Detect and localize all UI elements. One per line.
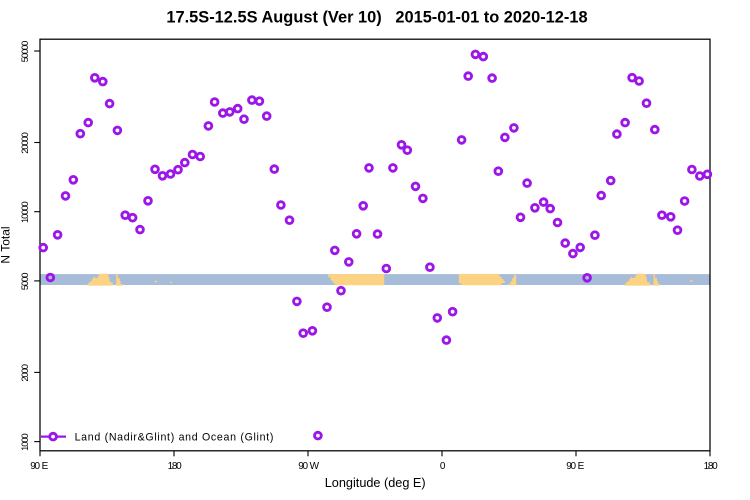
svg-text:90: 90: [298, 461, 308, 472]
svg-text:20000: 20000: [19, 132, 30, 153]
svg-text:10000: 10000: [19, 202, 30, 223]
svg-text:180: 180: [704, 461, 718, 472]
svg-text:1000: 1000: [19, 433, 30, 450]
svg-text:N Total: N Total: [0, 226, 13, 263]
svg-text:Longitude (deg E): Longitude (deg E): [325, 476, 426, 490]
svg-text:90: 90: [30, 461, 40, 472]
svg-text:90: 90: [566, 461, 576, 472]
svg-text:Land (Nadir&Glint) and Ocean (: Land (Nadir&Glint) and Ocean (Glint): [75, 432, 275, 444]
svg-text:0: 0: [440, 461, 446, 472]
svg-text:E: E: [42, 461, 49, 472]
svg-text:5000: 5000: [19, 273, 30, 290]
svg-text:W: W: [310, 461, 320, 472]
svg-text:50000: 50000: [19, 41, 30, 62]
svg-text:E: E: [578, 461, 585, 472]
svg-text:17.5S-12.5S August (Ver 10): 17.5S-12.5S August (Ver 10) 2015-01-01 t…: [166, 9, 587, 27]
svg-text:180: 180: [168, 461, 182, 472]
svg-text:2000: 2000: [19, 364, 30, 381]
